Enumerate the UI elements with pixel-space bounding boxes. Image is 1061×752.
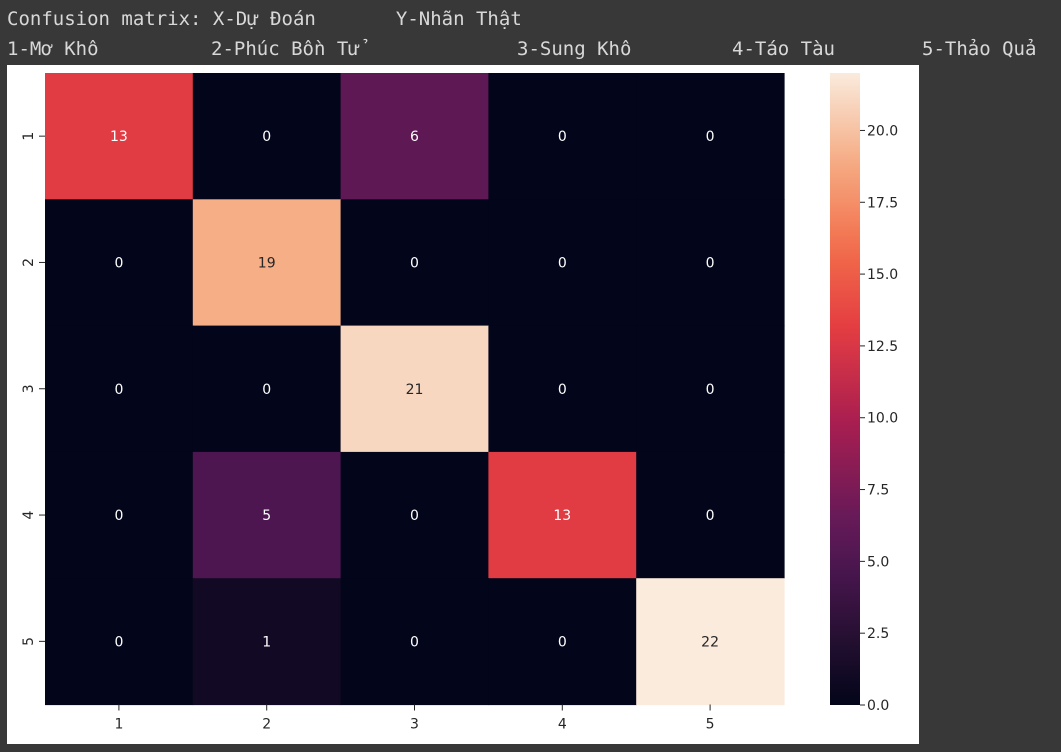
heatmap-cell-r4-c5: [636, 451, 785, 579]
output-title-line: Confusion matrix: X-Dự Đoán Y-Nhãn Thật: [7, 8, 522, 30]
colorbar-tick-label-7: 17.5: [867, 195, 898, 211]
cell-value-r5-c5: 22: [701, 634, 719, 650]
cell-value-r1-c1: 13: [110, 129, 128, 145]
heatmap-cell-r4-c3: [340, 451, 489, 579]
cell-value-r2-c3: 0: [410, 255, 419, 271]
x-axis: 1 2 3 4 5: [114, 704, 715, 733]
y-tick-label-3: 3: [21, 384, 37, 393]
class-legend-4: 4-Táo Tàu: [732, 38, 835, 60]
heatmap-svg: 13 0 6 0 0 0 19 0 0 0 0 0 21 0 0 0 5 0 13 0 0 1 0 0 22 1 2 3 4 5 1 2 3…: [21, 73, 898, 733]
heatmap-cell-r1-c5: [636, 73, 785, 200]
heatmap-cells: [45, 73, 785, 706]
cell-value-r3-c1: 0: [114, 382, 123, 398]
class-legend-3: 3-Sung Khô: [517, 38, 632, 60]
heatmap-cell-r3-c5: [636, 325, 785, 453]
heatmap-cell-r3-c2: [192, 325, 342, 453]
heatmap-cell-r5-c5: [636, 578, 785, 706]
heatmap-cell-r2-c4: [488, 199, 637, 327]
colorbar-tick-label-2: 5.0: [867, 554, 889, 570]
heatmap-cell-r3-c4: [488, 325, 637, 453]
y-tick-label-1: 1: [21, 132, 37, 141]
colorbar-gradient-bar: [830, 73, 860, 705]
colorbar-tick-label-5: 12.5: [867, 339, 898, 355]
heatmap-cell-r5-c3: [340, 578, 489, 706]
x-tick-label-2: 2: [262, 717, 271, 733]
cell-value-r1-c2: 0: [262, 129, 271, 145]
cell-value-r3-c3: 21: [406, 382, 424, 398]
colorbar: 0.0 2.5 5.0 7.5 10.0 12.5 15.0 17.5 20.0: [830, 73, 898, 714]
cell-value-r2-c1: 0: [114, 255, 123, 271]
cell-value-r1-c3: 6: [410, 129, 419, 145]
cell-value-r4-c3: 0: [410, 508, 419, 524]
colorbar-tick-label-6: 15.0: [867, 267, 898, 283]
confusion-matrix-figure: 13 0 6 0 0 0 19 0 0 0 0 0 21 0 0 0 5 0 13 0 0 1 0 0 22 1 2 3 4 5 1 2 3…: [7, 65, 919, 744]
heatmap-cell-r4-c2: [192, 451, 342, 579]
colorbar-tick-label-4: 10.0: [867, 411, 898, 427]
x-tick-label-4: 4: [558, 717, 567, 733]
heatmap-cell-r4-c4: [488, 451, 637, 579]
cell-value-r3-c2: 0: [262, 382, 271, 398]
x-tick-label-1: 1: [114, 717, 123, 733]
cell-value-r3-c4: 0: [558, 382, 567, 398]
cell-value-r3-c5: 0: [706, 382, 715, 398]
class-legend-5: 5-Thảo Quả: [922, 38, 1037, 60]
cell-value-r5-c4: 0: [558, 634, 567, 650]
heatmap-cell-r2-c5: [636, 199, 785, 327]
cell-value-r5-c1: 0: [114, 634, 123, 650]
heatmap-cell-r4-c1: [45, 451, 194, 579]
y-tick-label-2: 2: [21, 258, 37, 267]
cell-value-r2-c2: 19: [258, 255, 276, 271]
heatmap-cell-r3-c1: [45, 325, 194, 453]
heatmap-cell-r5-c2: [192, 578, 342, 706]
colorbar-tick-label-0: 0.0: [867, 698, 889, 714]
y-axis: 1 2 3 4 5: [21, 132, 45, 646]
cell-value-r4-c2: 5: [262, 508, 271, 524]
y-tick-label-5: 5: [21, 637, 37, 646]
heatmap-cell-r2-c3: [340, 199, 489, 327]
cell-value-r4-c5: 0: [706, 508, 715, 524]
x-tick-label-3: 3: [410, 717, 419, 733]
heatmap-cell-r1-c3: [340, 73, 489, 200]
class-legend-2: 2-Phúc Bồn Tử: [211, 38, 360, 60]
cell-value-r1-c4: 0: [558, 129, 567, 145]
heatmap-cell-r1-c2: [192, 73, 342, 200]
cell-value-r4-c1: 0: [114, 508, 123, 524]
heatmap-cell-r5-c1: [45, 578, 194, 706]
heatmap-cell-r2-c2: [192, 199, 342, 327]
heatmap-cell-r3-c3: [340, 325, 489, 453]
colorbar-tick-label-8: 20.0: [867, 123, 898, 139]
colorbar-tick-label-1: 2.5: [867, 626, 889, 642]
heatmap-cell-r1-c4: [488, 73, 637, 200]
colorbar-tick-label-3: 7.5: [867, 483, 889, 499]
cell-value-r2-c4: 0: [558, 255, 567, 271]
cell-value-r5-c2: 1: [262, 634, 271, 650]
heatmap-cell-r5-c4: [488, 578, 637, 706]
cell-value-r5-c3: 0: [410, 634, 419, 650]
cell-value-r4-c4: 13: [553, 508, 571, 524]
heatmap-cell-r1-c1: [45, 73, 194, 200]
class-legend-1: 1-Mơ Khô: [7, 38, 99, 60]
cell-value-r2-c5: 0: [706, 255, 715, 271]
cell-value-r1-c5: 0: [706, 129, 715, 145]
heatmap-cell-r2-c1: [45, 199, 194, 327]
y-tick-label-4: 4: [21, 511, 37, 520]
heatmap-cell-labels: 13 0 6 0 0 0 19 0 0 0 0 0 21 0 0 0 5 0 13 0 0 1 0 0 22: [110, 129, 719, 650]
x-tick-label-5: 5: [706, 717, 715, 733]
